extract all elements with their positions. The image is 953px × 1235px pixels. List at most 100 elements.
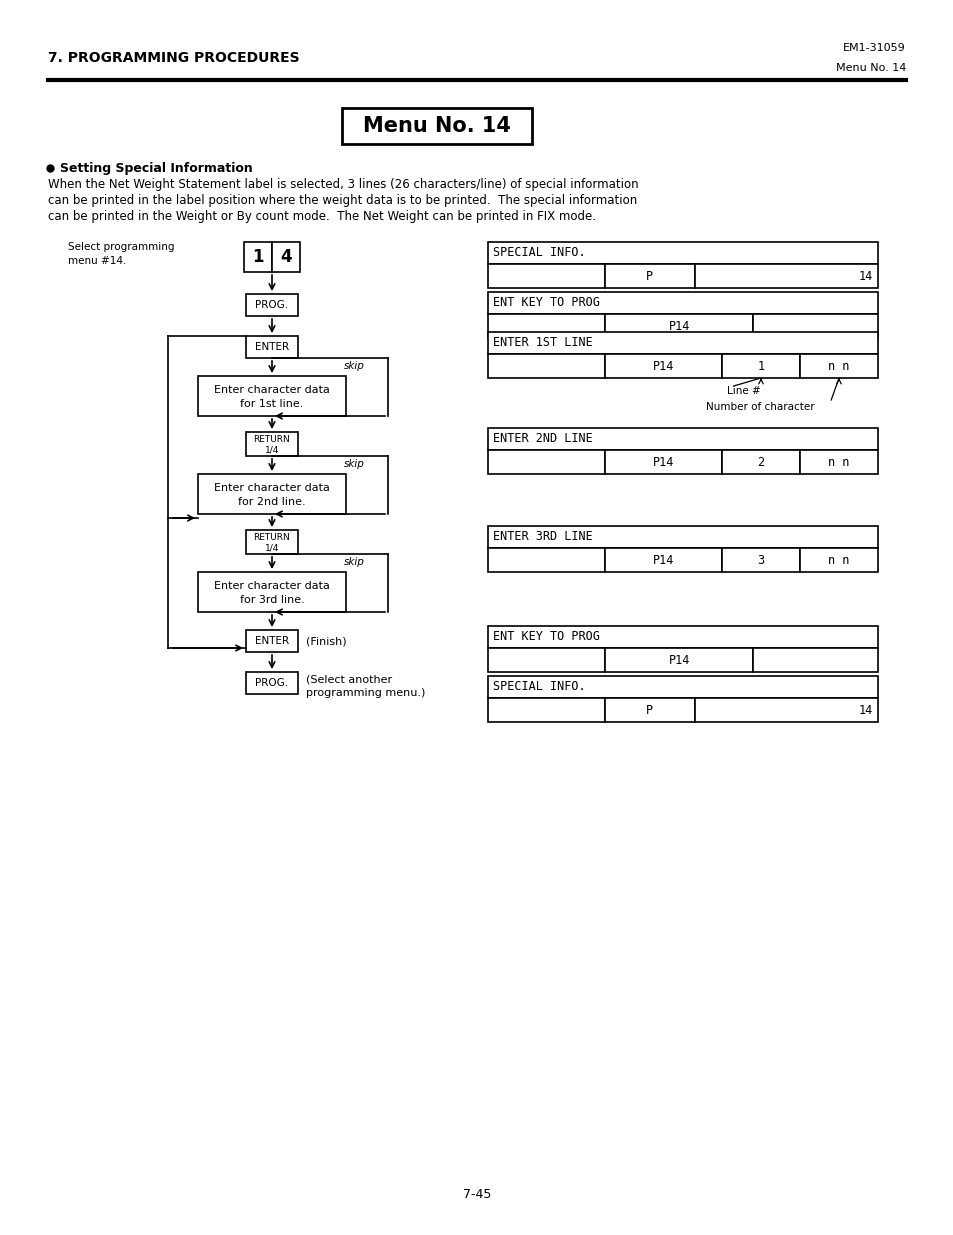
Bar	[604, 354, 721, 378]
Bar	[604, 648, 753, 672]
Text: SPECIAL INFO.: SPECIAL INFO.	[493, 680, 585, 694]
Text: P14: P14	[668, 653, 689, 667]
Bar	[488, 429, 877, 450]
Text: Setting Special Information: Setting Special Information	[60, 162, 253, 175]
Bar	[198, 474, 346, 514]
Bar	[488, 698, 604, 722]
Bar	[604, 264, 694, 288]
Text: Enter character data: Enter character data	[213, 580, 330, 592]
Text: n n: n n	[827, 553, 849, 567]
Bar	[488, 314, 604, 338]
Bar	[488, 526, 877, 548]
Text: RETURN: RETURN	[253, 435, 290, 443]
Bar	[800, 354, 877, 378]
Text: 2: 2	[757, 456, 763, 468]
Bar	[488, 264, 604, 288]
Text: 7. PROGRAMMING PROCEDURES: 7. PROGRAMMING PROCEDURES	[48, 51, 299, 65]
Text: SPECIAL INFO.: SPECIAL INFO.	[493, 247, 585, 259]
Text: 3: 3	[757, 553, 763, 567]
Bar	[800, 548, 877, 572]
Text: for 2nd line.: for 2nd line.	[238, 496, 306, 508]
Text: (Finish): (Finish)	[306, 636, 346, 646]
Text: skip: skip	[344, 361, 364, 370]
Text: 4: 4	[280, 248, 292, 266]
Bar	[604, 450, 721, 474]
Text: 1: 1	[252, 248, 263, 266]
Bar	[488, 242, 877, 264]
Text: ENT KEY TO PROG: ENT KEY TO PROG	[493, 631, 599, 643]
Bar	[488, 676, 877, 698]
Text: Menu No. 14: Menu No. 14	[363, 116, 511, 136]
Text: Enter character data: Enter character data	[213, 385, 330, 395]
Bar	[246, 672, 297, 694]
Bar	[488, 291, 877, 314]
Text: 1: 1	[757, 359, 763, 373]
Text: 7-45: 7-45	[462, 1188, 491, 1202]
Text: 1/4: 1/4	[265, 543, 279, 552]
Bar	[246, 630, 297, 652]
Bar	[753, 314, 877, 338]
Text: for 1st line.: for 1st line.	[240, 399, 303, 409]
Bar	[488, 332, 877, 354]
Text: RETURN: RETURN	[253, 532, 290, 541]
Text: n n: n n	[827, 456, 849, 468]
Text: P14: P14	[652, 456, 674, 468]
Bar	[604, 314, 753, 338]
Bar	[488, 354, 604, 378]
Bar	[800, 450, 877, 474]
Text: ENTER 3RD LINE: ENTER 3RD LINE	[493, 531, 592, 543]
Text: ENTER 2ND LINE: ENTER 2ND LINE	[493, 432, 592, 446]
Bar	[604, 548, 721, 572]
Text: EM1-31059: EM1-31059	[842, 43, 905, 53]
Text: PROG.: PROG.	[255, 300, 288, 310]
Bar	[246, 294, 297, 316]
Text: Line #: Line #	[726, 387, 760, 396]
Bar	[488, 548, 604, 572]
Bar	[246, 530, 297, 555]
Text: Select programming: Select programming	[68, 242, 174, 252]
Text: P14: P14	[668, 320, 689, 332]
Bar	[198, 375, 346, 416]
Text: Number of character: Number of character	[705, 403, 814, 412]
Bar	[753, 648, 877, 672]
Bar	[244, 242, 272, 272]
Bar	[721, 548, 800, 572]
Text: P: P	[645, 704, 653, 716]
Text: for 3rd line.: for 3rd line.	[239, 595, 304, 605]
Text: 14: 14	[858, 704, 872, 716]
Bar	[694, 698, 877, 722]
Text: skip: skip	[344, 459, 364, 469]
Text: ENTER: ENTER	[254, 636, 289, 646]
Text: menu #14.: menu #14.	[68, 256, 126, 266]
Text: PROG.: PROG.	[255, 678, 288, 688]
Bar	[721, 354, 800, 378]
Text: P14: P14	[652, 359, 674, 373]
Bar	[272, 242, 299, 272]
Bar	[604, 698, 694, 722]
Text: Menu No. 14: Menu No. 14	[835, 63, 905, 73]
Bar	[721, 450, 800, 474]
Bar	[694, 264, 877, 288]
Bar	[488, 648, 604, 672]
Bar	[488, 450, 604, 474]
Bar	[341, 107, 532, 144]
Text: can be printed in the Weight or By count mode.  The Net Weight can be printed in: can be printed in the Weight or By count…	[48, 210, 596, 224]
Text: When the Net Weight Statement label is selected, 3 lines (26 characters/line) of: When the Net Weight Statement label is s…	[48, 178, 638, 191]
Text: P: P	[645, 269, 653, 283]
Text: ENTER: ENTER	[254, 342, 289, 352]
Text: (Select another: (Select another	[306, 674, 392, 684]
Text: ENT KEY TO PROG: ENT KEY TO PROG	[493, 296, 599, 310]
Bar	[488, 626, 877, 648]
Text: 14: 14	[858, 269, 872, 283]
Text: Enter character data: Enter character data	[213, 483, 330, 493]
Text: can be printed in the label position where the weight data is to be printed.  Th: can be printed in the label position whe…	[48, 194, 637, 207]
Text: skip: skip	[344, 557, 364, 567]
Text: programming menu.): programming menu.)	[306, 688, 425, 698]
Bar	[198, 572, 346, 613]
Text: ENTER 1ST LINE: ENTER 1ST LINE	[493, 336, 592, 350]
Text: P14: P14	[652, 553, 674, 567]
Text: 1/4: 1/4	[265, 446, 279, 454]
Bar	[246, 432, 297, 456]
Bar	[246, 336, 297, 358]
Text: n n: n n	[827, 359, 849, 373]
